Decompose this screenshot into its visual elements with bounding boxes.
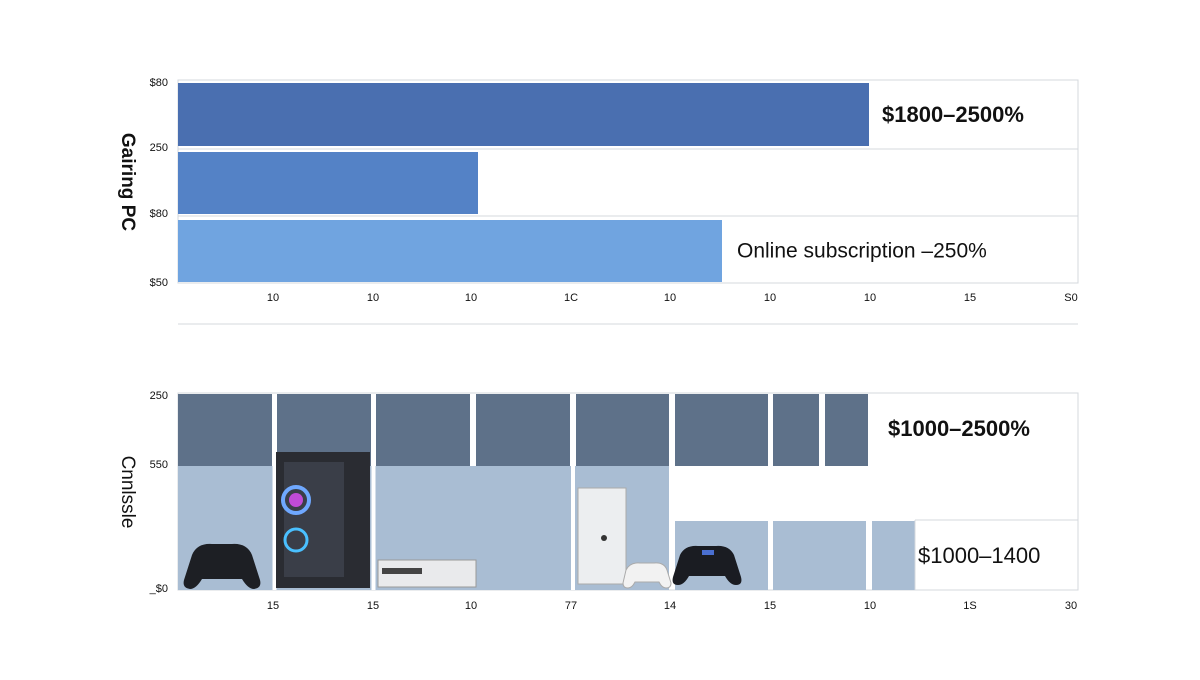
y-label: 550 (150, 459, 168, 471)
y-labels: 250 550 _$0 (149, 390, 168, 595)
x-label: 10 (864, 600, 876, 612)
block (376, 394, 470, 466)
panel-title: Cnnlssle (117, 456, 138, 529)
annotation: $1000–1400 (918, 543, 1040, 568)
x-label: 15 (964, 292, 976, 304)
x-label: 15 (764, 600, 776, 612)
x-label: S0 (1064, 292, 1077, 304)
panel-title: Gairing PC (117, 133, 138, 231)
y-labels: $80 250 $80 $50 (150, 77, 168, 289)
block (476, 394, 570, 466)
annotation: Online subscription –250% (737, 240, 987, 263)
x-label: 10 (367, 292, 379, 304)
y-label: 250 (150, 390, 168, 402)
x-label: 10 (764, 292, 776, 304)
x-label: 10 (267, 292, 279, 304)
block (576, 394, 669, 466)
x-label: 15 (267, 600, 279, 612)
controller-icon (183, 543, 261, 589)
bar (178, 152, 478, 214)
blocks (178, 394, 868, 466)
bottom-panel: $1000–2500% $1000–1400 Cnnlssle 250 550 _$… (117, 390, 1079, 612)
y-label: $50 (150, 277, 168, 289)
x-label: 10 (664, 292, 676, 304)
y-label: _$0 (149, 583, 168, 595)
block (773, 521, 866, 590)
x-label: 10 (465, 600, 477, 612)
annotation: $1800–2500% (882, 102, 1024, 127)
bar (178, 83, 869, 146)
x-label: 10 (864, 292, 876, 304)
gaps (272, 394, 575, 590)
x-label: 1C (564, 292, 578, 304)
x-label: 10 (465, 292, 477, 304)
y-label: 250 (150, 142, 168, 154)
y-label: $80 (150, 77, 168, 89)
block (825, 394, 868, 466)
y-label: $80 (150, 208, 168, 220)
block (675, 394, 768, 466)
block (773, 394, 819, 466)
console-icon (577, 487, 672, 589)
x-label: 1S (963, 600, 976, 612)
x-labels: 15 15 10 77 14 15 10 1S 30 (267, 600, 1077, 612)
x-label: 77 (565, 600, 577, 612)
top-panel: $1800–2500% Online subscription –250% Ga… (117, 77, 1079, 304)
x-label: 14 (664, 600, 676, 612)
pc-tower-icon (276, 452, 370, 588)
x-labels: 10 10 10 1C 10 10 10 15 S0 (267, 292, 1078, 304)
block (178, 394, 272, 466)
bar (178, 220, 722, 282)
console-icon (377, 559, 477, 588)
controller-icon (672, 545, 742, 585)
x-label: 15 (367, 600, 379, 612)
block (872, 521, 915, 590)
annotation: $1000–2500% (888, 416, 1030, 441)
x-label: 30 (1065, 600, 1077, 612)
